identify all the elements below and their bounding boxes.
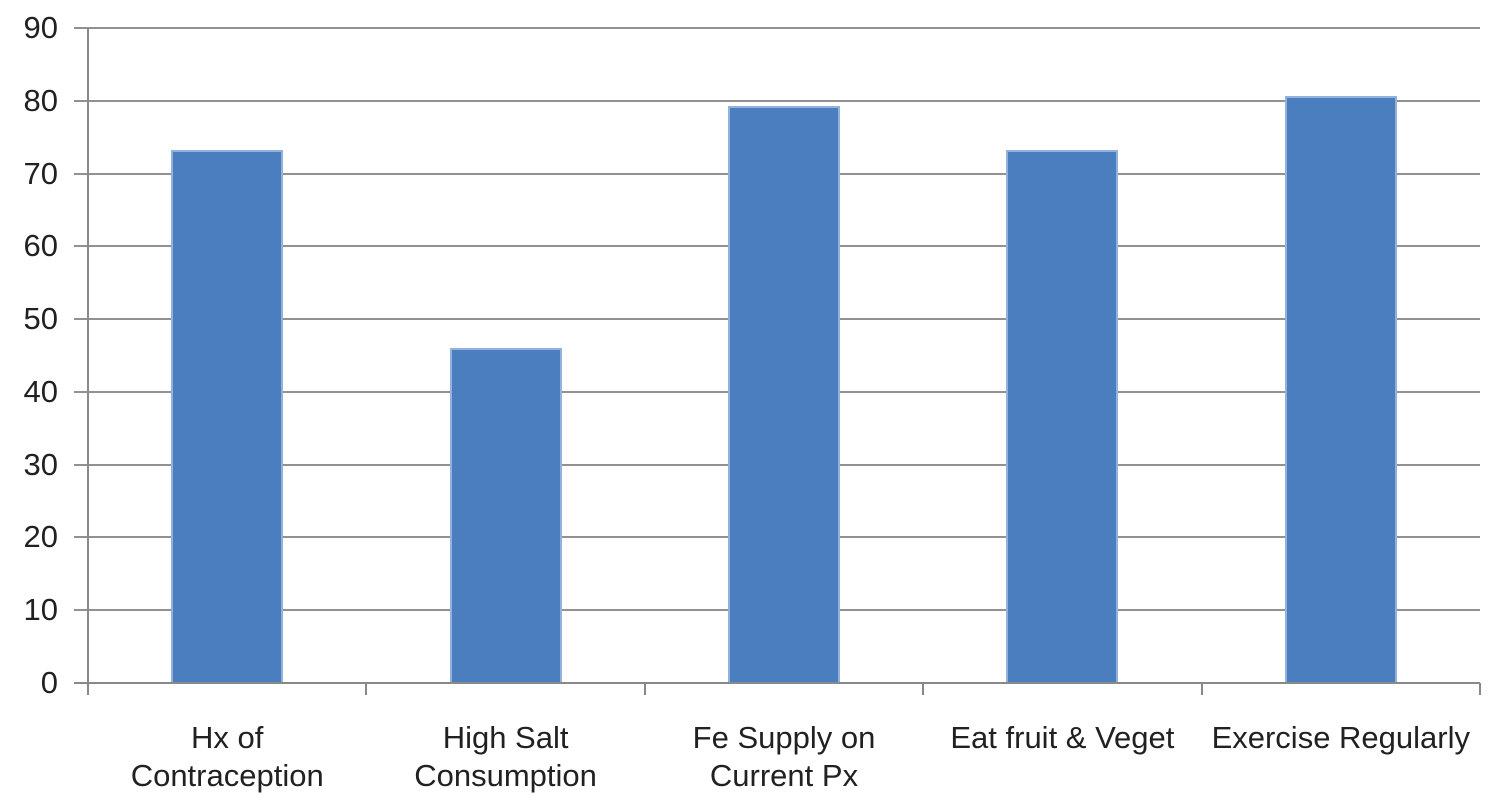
y-axis-tick-label: 50 [23,301,58,337]
y-axis-tick-label: 60 [23,228,58,264]
y-gridline [74,27,1480,29]
x-axis-line [74,682,1480,684]
y-axis-tick-label: 70 [23,155,58,191]
x-axis-boundary-tick [1200,683,1203,695]
x-axis-boundary-tick [1479,683,1481,695]
bar-4 [1006,149,1119,683]
x-axis-category-label: High Salt Consumption [414,720,597,793]
x-axis-category-label: Exercise Regularly [1211,720,1470,755]
y-axis-tick-label: 40 [23,373,58,409]
y-axis-tick-label: 90 [23,10,58,45]
y-axis-tick-label: 30 [23,446,58,482]
x-axis-category-label: Hx of Contraception [130,720,324,793]
y-gridline [74,99,1480,102]
y-axis-tick-label: 20 [23,519,58,555]
y-axis-tick-label: 80 [23,82,58,118]
bar-2 [449,348,562,683]
y-axis-tick-label: 0 [40,665,58,700]
y-axis-line [87,28,89,695]
bar-5 [1284,95,1397,683]
x-axis-boundary-tick [922,683,925,695]
bar-1 [171,149,284,683]
x-axis-category-label: Fe Supply on Current Px [692,720,876,793]
x-axis-boundary-tick [643,683,646,695]
x-axis-boundary-tick [365,683,368,695]
bar-3 [728,105,840,683]
x-axis-category-label: Eat fruit & Veget [950,720,1175,755]
y-axis-tick-label: 10 [23,592,58,628]
